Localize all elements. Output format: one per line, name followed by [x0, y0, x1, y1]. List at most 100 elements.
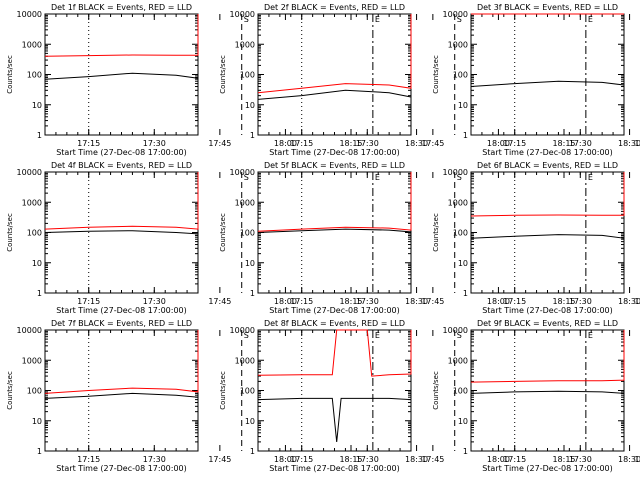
y-tick-label: 1	[463, 131, 468, 140]
panel-title: Det 1f BLACK = Events, RED = LLD	[51, 3, 192, 12]
y-tick-label: 10000	[230, 10, 255, 19]
end-annotation: E	[588, 15, 593, 24]
y-tick-label: 10000	[443, 326, 468, 335]
x-tick-label: 17:30	[356, 455, 379, 464]
y-tick-label: 1000	[22, 356, 42, 365]
x-tick-label: 18:15	[339, 297, 362, 306]
x-axis-label: Start Time (27-Dec-08 17:00:00)	[482, 148, 613, 157]
series-events-line	[470, 330, 625, 397]
series-events-line	[257, 14, 412, 100]
start-annotation: S	[244, 15, 249, 24]
panel-title: Det 8f BLACK = Events, RED = LLD	[264, 319, 405, 328]
y-tick-label: 1	[250, 131, 255, 140]
x-tick-label: 17:15	[503, 455, 526, 464]
x-tick-label: 18:30	[618, 139, 640, 148]
y-axis-label: Counts/sec	[6, 371, 14, 410]
panel-6: Det 6f BLACK = Events, RED = LLD 1 10 100 10…	[432, 161, 640, 315]
panel-title: Det 9f BLACK = Events, RED = LLD	[477, 319, 618, 328]
y-tick-label: 1000	[448, 40, 468, 49]
x-tick-label: 18:30	[405, 139, 428, 148]
x-tick-label: 18:30	[405, 297, 428, 306]
y-tick-label: 100	[453, 229, 468, 238]
series-lld-line	[44, 330, 199, 394]
series-events-line	[470, 14, 625, 87]
y-tick-label: 10	[32, 417, 42, 426]
series-lld-line	[257, 329, 412, 377]
panel-1: Det 1f BLACK = Events, RED = LLD 1 10 100 10…	[6, 3, 428, 157]
y-tick-label: 1000	[448, 356, 468, 365]
start-annotation: S	[457, 331, 462, 340]
y-tick-label: 10000	[443, 168, 468, 177]
y-tick-label: 100	[27, 229, 42, 238]
series-events-line	[257, 172, 412, 233]
plot-frame	[470, 329, 625, 452]
x-tick-label: 18:00	[274, 297, 297, 306]
panel-title: Det 5f BLACK = Events, RED = LLD	[264, 161, 405, 170]
y-tick-label: 1	[37, 289, 42, 298]
y-tick-label: 10	[458, 101, 468, 110]
x-tick-label: 17:45	[421, 455, 444, 464]
x-tick-label: 18:15	[552, 139, 575, 148]
x-axis-label: Start Time (27-Dec-08 17:00:00)	[56, 306, 187, 315]
plot-frame	[257, 13, 412, 136]
x-tick-label: 18:00	[274, 139, 297, 148]
y-axis-label: Counts/sec	[219, 213, 227, 252]
x-tick-label: 17:45	[634, 139, 640, 148]
y-tick-label: 10000	[17, 168, 42, 177]
x-tick-label: 18:00	[274, 455, 297, 464]
plot-frame	[44, 329, 199, 452]
panel-title: Det 4f BLACK = Events, RED = LLD	[51, 161, 192, 170]
x-tick-label: 17:45	[208, 297, 231, 306]
y-tick-label: 10000	[443, 10, 468, 19]
x-tick-label: 17:15	[77, 297, 100, 306]
x-axis-label: Start Time (27-Dec-08 17:00:00)	[482, 306, 613, 315]
x-tick-label: 17:30	[143, 297, 166, 306]
series-events-line	[44, 330, 199, 399]
y-tick-label: 10000	[230, 326, 255, 335]
x-tick-label: 18:15	[339, 139, 362, 148]
y-tick-label: 1000	[22, 198, 42, 207]
start-annotation: S	[457, 15, 462, 24]
y-tick-label: 1	[463, 289, 468, 298]
x-tick-label: 17:30	[143, 139, 166, 148]
x-axis-label: Start Time (27-Dec-08 17:00:00)	[269, 306, 400, 315]
y-tick-label: 10	[458, 417, 468, 426]
x-tick-label: 17:45	[421, 139, 444, 148]
x-tick-label: 18:15	[552, 455, 575, 464]
x-tick-label: 17:15	[290, 297, 313, 306]
y-tick-label: 1000	[235, 356, 255, 365]
y-tick-label: 1000	[448, 198, 468, 207]
end-annotation: E	[375, 15, 380, 24]
series-lld-line	[257, 14, 412, 94]
x-tick-label: 18:00	[487, 297, 510, 306]
y-tick-label: 10	[32, 259, 42, 268]
y-tick-label: 100	[240, 387, 255, 396]
end-annotation: E	[588, 173, 593, 182]
y-axis-label: Counts/sec	[219, 371, 227, 410]
x-tick-label: 17:30	[356, 139, 379, 148]
panel-title: Det 3f BLACK = Events, RED = LLD	[477, 3, 618, 12]
y-axis-label: Counts/sec	[6, 213, 14, 252]
y-tick-label: 10000	[17, 326, 42, 335]
x-axis-label: Start Time (27-Dec-08 17:00:00)	[56, 148, 187, 157]
y-tick-label: 1	[37, 131, 42, 140]
x-axis-label: Start Time (27-Dec-08 17:00:00)	[269, 464, 400, 473]
y-tick-label: 1000	[235, 40, 255, 49]
series-events-line	[44, 14, 199, 80]
y-axis-label: Counts/sec	[6, 55, 14, 94]
x-tick-label: 17:15	[77, 139, 100, 148]
panel-9: Det 9f BLACK = Events, RED = LLD 1 10 100 10…	[432, 319, 640, 473]
y-tick-label: 10	[245, 417, 255, 426]
y-tick-label: 100	[240, 229, 255, 238]
x-tick-label: 17:30	[143, 455, 166, 464]
panel-7: Det 7f BLACK = Events, RED = LLD 1 10 100 10…	[6, 319, 428, 473]
series-lld-line	[44, 172, 199, 230]
start-annotation: S	[457, 173, 462, 182]
panel-2: Det 2f BLACK = Events, RED = LLD 1 10 100 10…	[219, 3, 640, 157]
y-tick-label: 100	[27, 387, 42, 396]
panel-title: Det 2f BLACK = Events, RED = LLD	[264, 3, 405, 12]
x-tick-label: 17:45	[634, 455, 640, 464]
y-axis-label: Counts/sec	[432, 213, 440, 252]
y-tick-label: 10	[32, 101, 42, 110]
